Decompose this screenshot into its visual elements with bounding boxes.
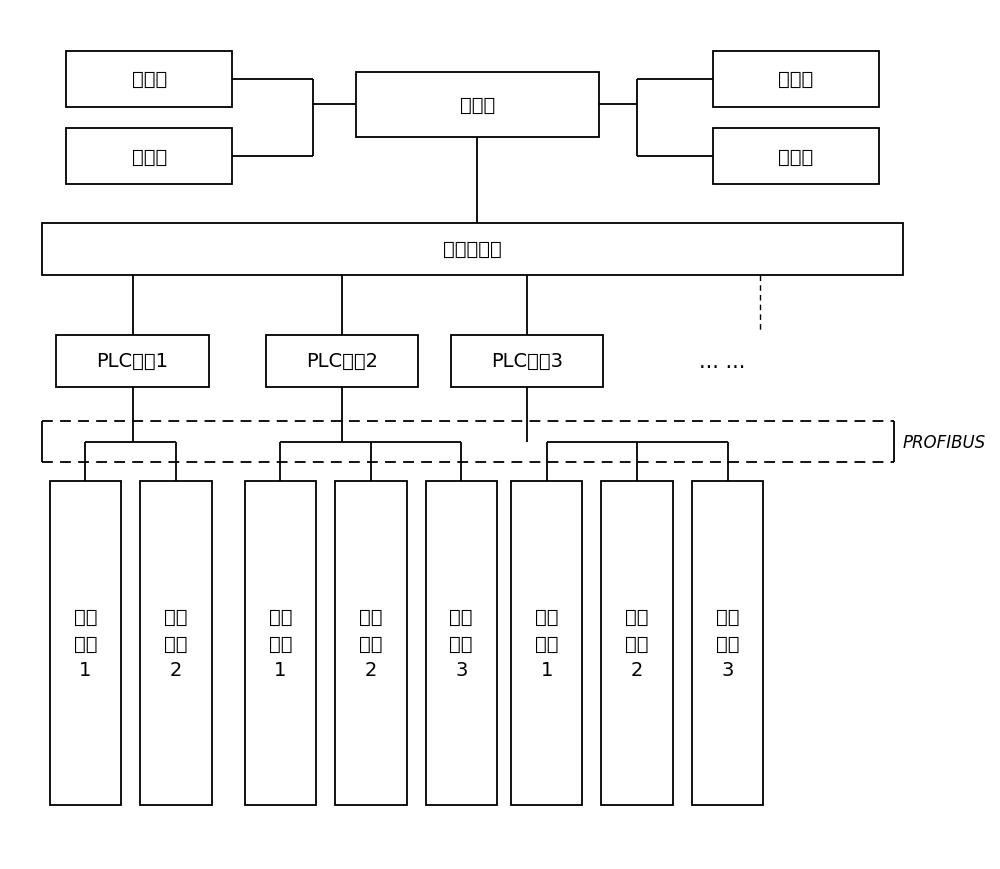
Text: 服务器: 服务器 [460,96,495,115]
Text: 防错
验证
1: 防错 验证 1 [269,607,292,680]
Text: 防错
验证
1: 防错 验证 1 [74,607,97,680]
Bar [451,335,603,388]
Bar [266,335,418,388]
Bar [356,73,599,137]
Text: PLC设备3: PLC设备3 [491,352,563,371]
Text: 工业以太网: 工业以太网 [443,240,502,259]
Text: PROFIBUS: PROFIBUS [903,434,986,451]
Bar [66,51,232,108]
Text: 防错
验证
2: 防错 验证 2 [164,607,188,680]
Bar [426,481,497,805]
Text: PLC设备2: PLC设备2 [306,352,378,371]
Text: 客户端: 客户端 [778,70,814,89]
Bar [713,129,879,185]
Text: 防错
验证
2: 防错 验证 2 [359,607,383,680]
Bar [601,481,673,805]
Bar [713,51,879,108]
Text: 防错
验证
3: 防错 验证 3 [449,607,473,680]
Text: 防错
验证
1: 防错 验证 1 [535,607,559,680]
Bar [56,335,209,388]
Text: 客户端: 客户端 [132,148,167,167]
Text: ... ...: ... ... [699,351,745,371]
Bar [335,481,407,805]
Bar [692,481,763,805]
Bar [140,481,212,805]
Text: 客户端: 客户端 [778,148,814,167]
Text: 防错
验证
2: 防错 验证 2 [625,607,649,680]
Bar [245,481,316,805]
Bar [511,481,582,805]
Text: PLC设备1: PLC设备1 [97,352,169,371]
Text: 防错
验证
3: 防错 验证 3 [716,607,739,680]
Bar [50,481,121,805]
Bar [42,223,903,275]
Text: 客户端: 客户端 [132,70,167,89]
Bar [66,129,232,185]
